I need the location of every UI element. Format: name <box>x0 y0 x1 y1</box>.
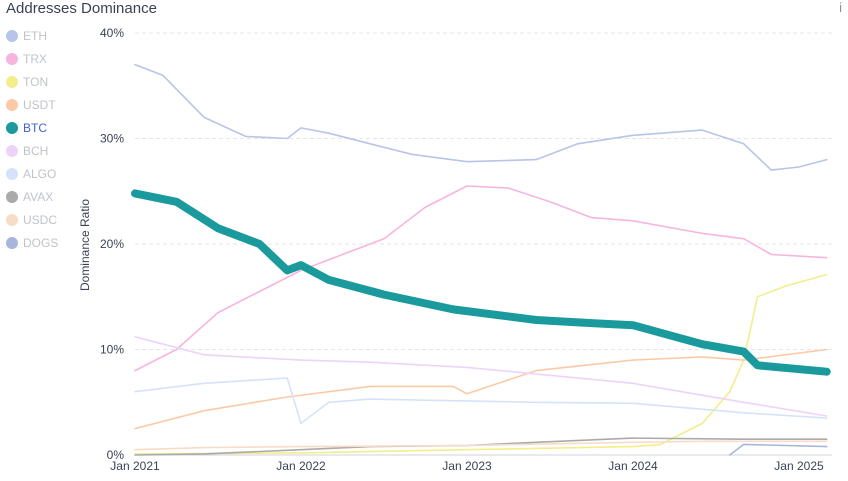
y-tick-label: 0% <box>107 448 125 462</box>
legend-item-algo[interactable]: ALGO <box>6 162 58 185</box>
series-line-eth <box>134 63 828 171</box>
legend-item-ton[interactable]: TON <box>6 70 58 93</box>
legend-item-usdc[interactable]: USDC <box>6 208 58 231</box>
legend-item-dogs[interactable]: DOGS <box>6 231 58 254</box>
legend-dot-icon <box>6 236 18 249</box>
y-tick-label: 40% <box>100 26 124 40</box>
legend-label: USDT <box>23 97 56 112</box>
legend-dot-icon <box>6 52 18 65</box>
legend-item-trx[interactable]: TRX <box>6 47 58 70</box>
legend-dot-icon <box>6 144 18 157</box>
x-tick-label: Jan 2023 <box>442 459 492 473</box>
legend-label: AVAX <box>23 189 54 204</box>
series-line-algo <box>134 377 828 425</box>
legend-dot-icon <box>6 98 18 111</box>
legend-item-usdt[interactable]: USDT <box>6 93 58 116</box>
chart-title: Addresses Dominance <box>6 0 157 17</box>
legend: ETH TRX TON USDT BTC BCH ALGO AVAX USDC DOGS <box>6 24 58 254</box>
y-tick-label: 30% <box>100 132 124 146</box>
info-icon[interactable]: i <box>839 0 842 15</box>
x-tick-label: Jan 2022 <box>276 459 326 473</box>
legend-label: DOGS <box>23 235 59 250</box>
legend-dot-icon <box>6 121 18 134</box>
legend-label: ETH <box>23 28 47 43</box>
legend-item-bch[interactable]: BCH <box>6 139 58 162</box>
legend-label: ALGO <box>23 166 57 181</box>
legend-label: BCH <box>23 143 49 158</box>
legend-label: TRX <box>23 51 47 66</box>
legend-item-avax[interactable]: AVAX <box>6 185 58 208</box>
series-line-usdt <box>134 348 828 430</box>
x-tick-label: Jan 2025 <box>774 459 824 473</box>
x-tick-label: Jan 2024 <box>608 459 658 473</box>
x-tick-label: Jan 2021 <box>110 459 160 473</box>
series-line-bch <box>134 336 828 417</box>
y-tick-label: 20% <box>100 237 124 251</box>
series-line-ton <box>134 273 828 455</box>
legend-dot-icon <box>6 190 18 203</box>
series-line-btc <box>131 189 831 376</box>
legend-label: BTC <box>23 120 47 135</box>
legend-item-btc[interactable]: BTC <box>6 116 58 139</box>
legend-label: TON <box>23 74 49 89</box>
series-line-dogs <box>729 443 828 456</box>
legend-dot-icon <box>6 167 18 180</box>
series-line-trx <box>134 185 828 372</box>
legend-dot-icon <box>6 213 18 226</box>
series-line-usdc <box>134 440 828 451</box>
y-tick-label: 10% <box>100 343 124 357</box>
legend-dot-icon <box>6 29 18 42</box>
legend-dot-icon <box>6 75 18 88</box>
legend-label: USDC <box>23 212 58 227</box>
legend-item-eth[interactable]: ETH <box>6 24 58 47</box>
